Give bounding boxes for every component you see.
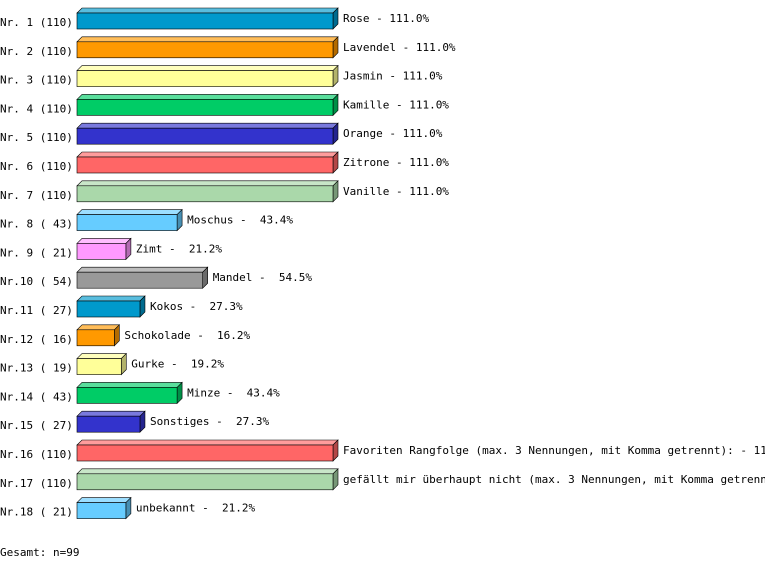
value-label: - 111.0%	[396, 98, 449, 111]
bar-top	[76, 353, 128, 359]
bar-label: Favoriten Rangfolge (max. 3 Nennungen, m…	[343, 444, 734, 457]
row-label: Nr.13 ( 19)	[0, 362, 73, 375]
bar-top	[76, 382, 183, 388]
bar	[76, 70, 334, 87]
bar-top	[76, 122, 339, 129]
row-label: Nr. 4 (110)	[0, 102, 73, 115]
bar-top	[76, 65, 339, 71]
bar	[76, 41, 334, 59]
row-label: Nr. 7 (110)	[0, 189, 73, 202]
bar-label: Gurke	[131, 358, 164, 371]
bar-top	[76, 324, 121, 331]
bar-label: Zimt	[136, 242, 163, 255]
bar	[76, 387, 178, 404]
row-label: Nr. 6 (110)	[0, 160, 73, 173]
bar-label: Orange	[343, 127, 383, 140]
bar-label: Zitrone	[343, 156, 389, 169]
bar-label: Minze	[187, 386, 220, 399]
bar-top	[76, 439, 339, 446]
bar	[76, 243, 127, 260]
bar	[76, 444, 334, 462]
value-label: - 111.0%	[396, 185, 449, 198]
bar-top	[76, 151, 339, 158]
bar-label: Mandel	[213, 271, 253, 284]
bar	[76, 12, 334, 30]
row-label: Nr.14 ( 43)	[0, 390, 73, 403]
bar-label: Lavendel	[343, 41, 396, 54]
value-label: - 54.5%	[259, 271, 312, 284]
bar	[76, 358, 122, 375]
bar	[76, 502, 127, 519]
bar	[76, 156, 334, 174]
value-label: - 16.2%	[197, 329, 250, 342]
bar-top	[76, 36, 339, 43]
bar-top	[76, 468, 339, 475]
row-label: Nr. 9 ( 21)	[0, 246, 73, 259]
value-label: - 111.0%	[396, 156, 449, 169]
row-label: Nr.16 (110)	[0, 448, 73, 461]
bar-label: Jasmin	[343, 70, 383, 83]
row-label: Nr. 2 (110)	[0, 45, 73, 58]
value-label: - 111.0%	[403, 41, 456, 54]
value-label: - 43.4%	[227, 386, 280, 399]
value-label: - 111.0%	[376, 12, 429, 25]
bar-top	[76, 180, 339, 187]
bar-label: Rose	[343, 12, 370, 25]
bar-top	[76, 238, 132, 244]
bar-top	[76, 209, 183, 215]
bar	[76, 214, 178, 231]
value-label: - 19.2%	[171, 358, 224, 371]
bar-top	[76, 266, 209, 273]
bar	[76, 415, 141, 433]
bar	[76, 329, 115, 347]
row-label: Nr.12 ( 16)	[0, 333, 73, 346]
bar-label: unbekannt	[136, 502, 196, 515]
row-label: Nr.18 ( 21)	[0, 506, 73, 519]
row-label: Nr. 3 (110)	[0, 74, 73, 87]
bar-label: Kokos	[150, 300, 183, 313]
value-label: - 111.0%	[389, 70, 442, 83]
row-label: Nr.17 (110)	[0, 477, 73, 490]
bar	[76, 300, 141, 318]
value-label: - 27.3%	[190, 300, 243, 313]
value-label: - 21.2%	[169, 242, 222, 255]
bar-label: Sonstiges	[150, 415, 210, 428]
value-label: - 111.0%	[740, 444, 765, 457]
bar-top	[76, 295, 146, 302]
bar	[76, 99, 334, 116]
row-label: Nr. 5 (110)	[0, 131, 73, 144]
bar-label: Vanille	[343, 185, 389, 198]
bar	[76, 127, 334, 145]
value-label: - 27.3%	[216, 415, 269, 428]
row-label: Nr.10 ( 54)	[0, 275, 73, 288]
bar-top	[76, 497, 132, 503]
bar-top	[76, 410, 146, 417]
bar-top	[76, 94, 339, 100]
footer: Gesamt: n=99	[0, 546, 79, 559]
row-label: Nr. 8 ( 43)	[0, 218, 73, 231]
bar-top	[76, 7, 339, 14]
row-label: Nr.15 ( 27)	[0, 419, 73, 432]
value-label: - 43.4%	[240, 214, 293, 227]
bar	[76, 185, 334, 203]
value-label: - 21.2%	[202, 502, 255, 515]
bar-label: Schokolade	[124, 329, 190, 342]
bar-label: gefällt mir überhaupt nicht (max. 3 Nenn…	[343, 473, 765, 486]
bar	[76, 271, 203, 289]
bar-label: Kamille	[343, 98, 389, 111]
row-label: Nr. 1 (110)	[0, 16, 73, 29]
bar	[76, 473, 334, 491]
bar-label: Moschus	[187, 214, 233, 227]
value-label: - 111.0%	[389, 127, 442, 140]
row-label: Nr.11 ( 27)	[0, 304, 73, 317]
